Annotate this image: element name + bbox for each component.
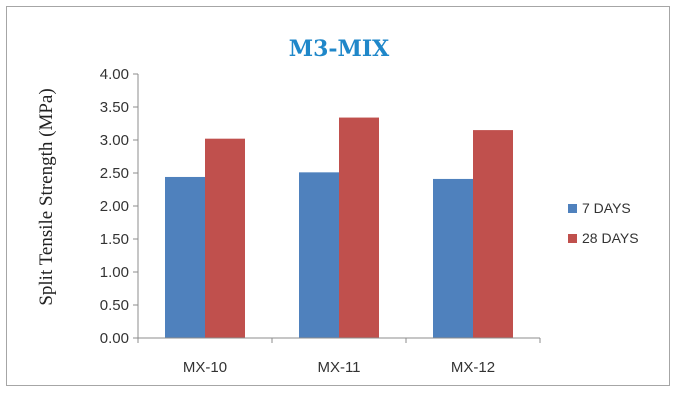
x-tick-label: MX-11 [317, 359, 360, 376]
y-tick-label: 0.50 [100, 297, 129, 314]
x-axis: MX-10 MX-11 MX-12 [137, 337, 541, 376]
bars [165, 117, 513, 338]
legend-swatch [568, 234, 577, 243]
bar-twenty-eight-days [205, 138, 245, 338]
y-tick-label: 2.00 [100, 198, 129, 215]
x-tick-label: MX-10 [183, 359, 227, 376]
y-tick-label: 3.50 [100, 99, 129, 116]
y-axis: 0.00 0.50 1.00 1.50 2.00 2.50 3.00 3.50 4.00 [100, 66, 139, 347]
bar-twenty-eight-days [339, 117, 379, 338]
y-tick-label: 4.00 [100, 66, 129, 83]
x-tick-label: MX-12 [451, 359, 495, 376]
y-tick-label: 1.00 [100, 264, 129, 281]
legend-swatch [568, 204, 577, 213]
legend: 7 DAYS 28 DAYS [568, 200, 639, 246]
legend-label: 28 DAYS [582, 230, 639, 246]
y-tick-label: 3.00 [100, 132, 129, 149]
y-tick-label: 1.50 [100, 231, 129, 248]
chart-title: M3-MIX [289, 36, 390, 62]
y-tick-label: 2.50 [100, 165, 129, 182]
bar-seven-days [299, 172, 339, 338]
bar-twenty-eight-days [473, 130, 513, 338]
y-axis-label: Split Tensile Strength (MPa) [36, 88, 57, 305]
legend-label: 7 DAYS [582, 200, 631, 216]
y-tick-label: 0.00 [100, 330, 129, 347]
bar-seven-days [165, 176, 205, 338]
bar-seven-days [433, 178, 473, 338]
